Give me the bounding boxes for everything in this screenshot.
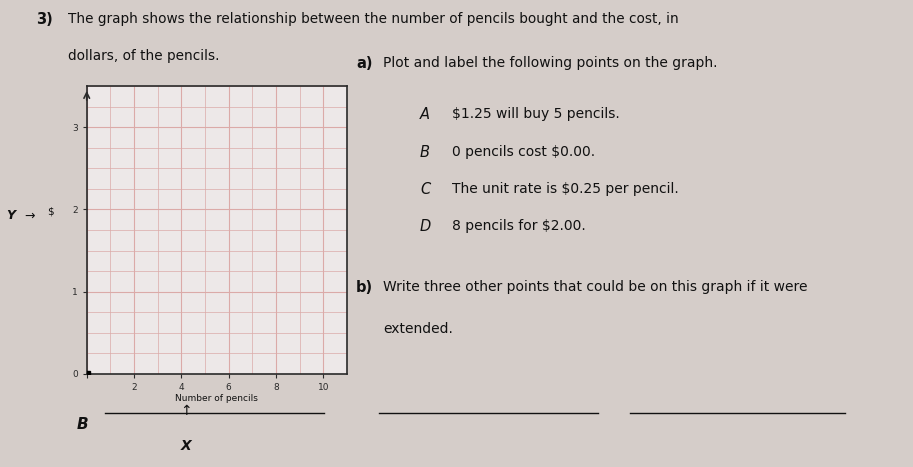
Text: 0 pencils cost $0.00.: 0 pencils cost $0.00. bbox=[452, 145, 595, 159]
Text: a): a) bbox=[356, 56, 373, 71]
Text: Y: Y bbox=[6, 210, 16, 222]
Text: C: C bbox=[420, 182, 430, 197]
Text: A: A bbox=[420, 107, 430, 122]
Text: Write three other points that could be on this graph if it were: Write three other points that could be o… bbox=[383, 280, 808, 294]
Text: extended.: extended. bbox=[383, 322, 454, 336]
Text: 3): 3) bbox=[37, 12, 53, 27]
Text: 8 pencils for $2.00.: 8 pencils for $2.00. bbox=[452, 219, 585, 234]
Text: b): b) bbox=[356, 280, 373, 295]
Text: B: B bbox=[77, 417, 88, 432]
Text: $1.25 will buy 5 pencils.: $1.25 will buy 5 pencils. bbox=[452, 107, 620, 121]
Text: →: → bbox=[24, 210, 35, 222]
Text: The unit rate is $0.25 per pencil.: The unit rate is $0.25 per pencil. bbox=[452, 182, 678, 196]
Text: The graph shows the relationship between the number of pencils bought and the co: The graph shows the relationship between… bbox=[68, 12, 679, 26]
Text: dollars, of the pencils.: dollars, of the pencils. bbox=[68, 49, 220, 63]
Text: B: B bbox=[420, 145, 430, 160]
Text: X: X bbox=[180, 439, 191, 453]
Text: $: $ bbox=[47, 206, 54, 216]
Text: Plot and label the following points on the graph.: Plot and label the following points on t… bbox=[383, 56, 718, 70]
X-axis label: Number of pencils: Number of pencils bbox=[175, 395, 258, 403]
Text: ↑: ↑ bbox=[180, 404, 192, 418]
Text: D: D bbox=[420, 219, 431, 234]
